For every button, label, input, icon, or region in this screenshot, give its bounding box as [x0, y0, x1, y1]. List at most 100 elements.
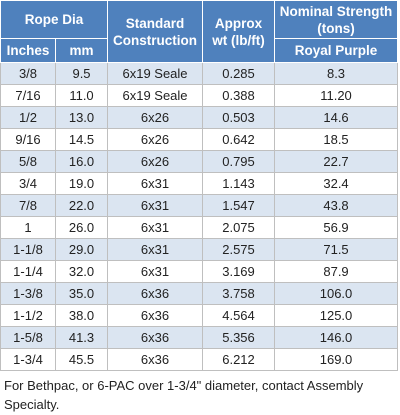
table-cell: 1-1/4 [0, 260, 56, 283]
header-cell: mm [54, 38, 109, 63]
table-cell: 6x26 [107, 150, 204, 173]
table-cell: 0.503 [202, 106, 276, 129]
table-row: 7/8 22.0 6x31 1.547 43.8 [0, 194, 399, 217]
footnote: For Bethpac, or 6-PAC over 1-3/4" diamet… [4, 378, 364, 412]
table-cell: 6x19 Seale [107, 84, 204, 107]
table-cell: 71.5 [274, 238, 399, 261]
header-text: mm [69, 43, 94, 58]
table-cell: 3.758 [202, 282, 276, 305]
table-cell: 3.169 [202, 260, 276, 283]
table-cell: 6x31 [107, 216, 204, 239]
table-row: 3/4 19.0 6x31 1.143 32.4 [0, 172, 399, 195]
table-cell: 5/8 [0, 150, 56, 173]
table-cell: 6x36 [107, 304, 204, 327]
rope-table: Rope Dia Standard Construction Approx wt (lb… [0, 0, 399, 371]
table-body: 3/8 9.5 6x19 Seale 0.285 8.3 7/16 11.0 6x19 Sea… [0, 62, 399, 371]
table-cell: 9/16 [0, 128, 56, 151]
table-row: 1/2 13.0 6x26 0.503 14.6 [0, 106, 399, 129]
table-cell: 6x31 [107, 238, 204, 261]
header-text: Royal Purple [294, 43, 378, 58]
table-cell: 1.143 [202, 172, 276, 195]
table-row: 1-1/8 29.0 6x31 2.575 71.5 [0, 238, 399, 261]
table-row: 1-3/8 35.0 6x36 3.758 106.0 [0, 282, 399, 305]
table-cell: 22.7 [274, 150, 399, 173]
table-cell: 1/2 [0, 106, 56, 129]
table-cell: 41.3 [54, 326, 109, 349]
table-cell: 1-3/8 [0, 282, 56, 305]
table-cell: 0.642 [202, 128, 276, 151]
header-cell: Royal Purple [274, 38, 399, 63]
table-cell: 146.0 [274, 326, 399, 349]
table-cell: 8.3 [274, 62, 399, 85]
table-cell: 38.0 [54, 304, 109, 327]
table-row: 7/16 11.0 6x19 Seale 0.388 11.20 [0, 84, 399, 107]
header-cell: Nominal Strength (tons) [274, 0, 399, 39]
table-cell: 56.9 [274, 216, 399, 239]
table-row: 1-3/4 45.5 6x36 6.212 169.0 [0, 348, 399, 371]
table-cell: 6x36 [107, 326, 204, 349]
table-cell: 1-1/2 [0, 304, 56, 327]
table-cell: 16.0 [54, 150, 109, 173]
table-row: 5/8 16.0 6x26 0.795 22.7 [0, 150, 399, 173]
table-cell: 6x31 [107, 260, 204, 283]
table-cell: 125.0 [274, 304, 399, 327]
table-row: 1 26.0 6x31 2.075 56.9 [0, 216, 399, 239]
table-cell: 32.4 [274, 172, 399, 195]
table-cell: 13.0 [54, 106, 109, 129]
table-row: 1-1/4 32.0 6x31 3.169 87.9 [0, 260, 399, 283]
header-cell: Inches [0, 38, 56, 63]
table-cell: 11.20 [274, 84, 399, 107]
table-cell: 169.0 [274, 348, 399, 371]
table-cell: 4.564 [202, 304, 276, 327]
table-cell: 2.075 [202, 216, 276, 239]
table-cell: 7/8 [0, 194, 56, 217]
table-cell: 1.547 [202, 194, 276, 217]
header-cell: Rope Dia [0, 0, 109, 39]
table-cell: 1 [0, 216, 56, 239]
header-text: Nominal Strength [279, 3, 393, 19]
header-row: Inches mm Royal Purple [0, 38, 399, 63]
table-cell: 5.356 [202, 326, 276, 349]
table-cell: 2.575 [202, 238, 276, 261]
header-cell: Standard Construction [107, 0, 204, 63]
table-cell: 6x26 [107, 128, 204, 151]
header-text: (tons) [317, 20, 355, 36]
table-cell: 87.9 [274, 260, 399, 283]
table-header: Rope Dia Standard Construction Approx wt (lb… [0, 0, 399, 63]
table-cell: 9.5 [54, 62, 109, 85]
table-cell: 43.8 [274, 194, 399, 217]
table-cell: 18.5 [274, 128, 399, 151]
table-cell: 106.0 [274, 282, 399, 305]
header-text: Standard [125, 15, 185, 31]
table-cell: 6x26 [107, 106, 204, 129]
table-row: 1-5/8 41.3 6x36 5.356 146.0 [0, 326, 399, 349]
table-cell: 26.0 [54, 216, 109, 239]
table-cell: 0.285 [202, 62, 276, 85]
table-cell: 6x36 [107, 282, 204, 305]
table-row: 3/8 9.5 6x19 Seale 0.285 8.3 [0, 62, 399, 85]
table-cell: 14.5 [54, 128, 109, 151]
header-row: Rope Dia Standard Construction Approx wt (lb… [0, 0, 399, 63]
table-row: 1-1/2 38.0 6x36 4.564 125.0 [0, 304, 399, 327]
table-cell: 1-1/8 [0, 238, 56, 261]
header-text: Construction [113, 32, 198, 48]
table-cell: 29.0 [54, 238, 109, 261]
header-text: Inches [6, 43, 50, 58]
table-cell: 6.212 [202, 348, 276, 371]
table-cell: 6x36 [107, 348, 204, 371]
table-cell: 45.5 [54, 348, 109, 371]
table-cell: 11.0 [54, 84, 109, 107]
table-cell: 3/8 [0, 62, 56, 85]
table-cell: 22.0 [54, 194, 109, 217]
table-cell: 0.795 [202, 150, 276, 173]
header-text: Rope Dia [24, 12, 84, 27]
header-cell: Approx wt (lb/ft) [202, 0, 276, 63]
table-cell: 1-3/4 [0, 348, 56, 371]
table-cell: 7/16 [0, 84, 56, 107]
table-cell: 3/4 [0, 172, 56, 195]
table-cell: 6x31 [107, 172, 204, 195]
table-cell: 6x31 [107, 194, 204, 217]
table-cell: 0.388 [202, 84, 276, 107]
